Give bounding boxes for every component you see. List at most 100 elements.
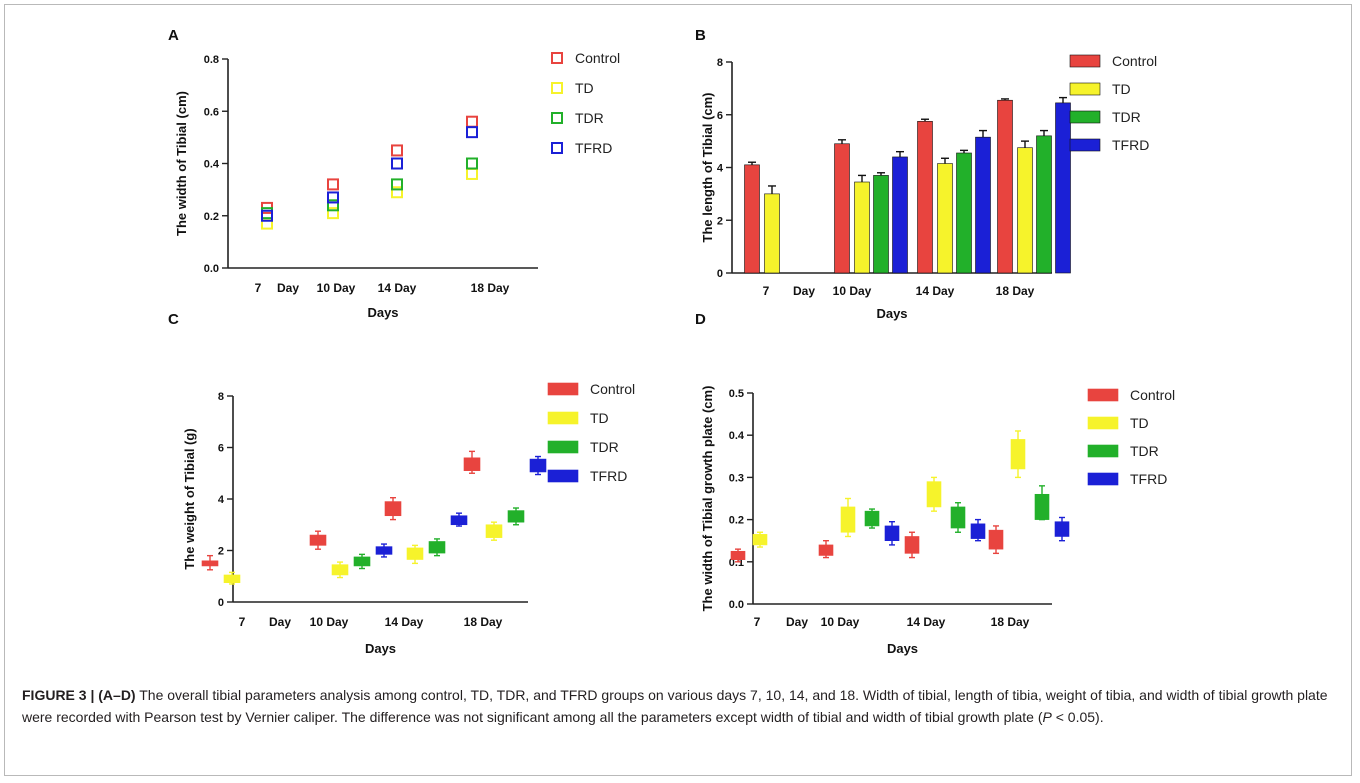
bar-control xyxy=(834,143,850,274)
y-axis-label: The width of Tibial (cm) xyxy=(174,91,189,236)
legend-marker-tdr xyxy=(1069,110,1101,124)
legend-marker-td xyxy=(551,82,563,94)
scatter-point-tfrd xyxy=(391,157,403,170)
legend-label: TD xyxy=(575,80,594,96)
bar-td xyxy=(937,163,953,274)
x-tick-label: 18 Day xyxy=(471,281,510,295)
x-tick-label: 10 Day xyxy=(821,615,860,629)
bar-tfrd xyxy=(1055,102,1071,274)
y-tick-label: 2 xyxy=(218,546,224,558)
bar-control xyxy=(744,164,760,274)
panel-A: A 0.0 0.2 0.4 0.6 0.8 7 Day 10 Day 14 Day 18 Day Da… xyxy=(168,27,620,320)
box-tfrd xyxy=(1054,521,1070,537)
y-tick-label: 4 xyxy=(218,494,225,506)
x-tick-label: 7 xyxy=(763,284,770,298)
legend-label: TFRD xyxy=(1112,137,1149,153)
legend-marker-tfrd xyxy=(1087,472,1119,486)
box-tfrd xyxy=(884,525,900,541)
legend-marker-td xyxy=(1087,416,1119,430)
y-axis-label: The length of Tibial (cm) xyxy=(700,93,715,243)
legend-label: TDR xyxy=(590,439,619,455)
scatter-point-control xyxy=(391,144,403,157)
y-tick-label: 0.4 xyxy=(204,159,220,171)
scatter-point-tdr xyxy=(327,199,339,212)
box-control xyxy=(463,457,481,471)
x-tick-label: 7 xyxy=(255,281,262,295)
scatter-point-control xyxy=(466,115,478,128)
box-tfrd xyxy=(375,546,393,555)
legend-label: TD xyxy=(590,410,609,426)
bar-control xyxy=(917,121,933,274)
x-tick-label: 7 xyxy=(754,615,761,629)
x-tick-label: 10 Day xyxy=(317,281,356,295)
y-tick-label: 0.8 xyxy=(204,54,219,66)
bar-tfrd xyxy=(892,156,908,274)
legend-marker-control xyxy=(551,52,563,64)
y-tick-label: 6 xyxy=(717,110,723,122)
box-tdr xyxy=(353,556,371,567)
scatter-point-tdr xyxy=(466,157,478,170)
legend-label: TD xyxy=(1112,81,1131,97)
y-tick-label: 0.4 xyxy=(729,430,745,442)
box-tfrd xyxy=(529,458,547,473)
bar-td xyxy=(764,193,780,274)
box-td xyxy=(840,506,856,533)
bar-tdr xyxy=(873,175,889,274)
legend-label: TFRD xyxy=(1130,471,1167,487)
x-tick-label: 14 Day xyxy=(385,615,424,629)
figure-panels: A 0.0 0.2 0.4 0.6 0.8 7 Day 10 Day 14 Day 18 Day Da… xyxy=(168,27,1175,656)
box-tfrd xyxy=(450,515,468,526)
x-tick-label: 14 Day xyxy=(907,615,946,629)
legend-marker-tdr xyxy=(1087,444,1119,458)
legend-marker-tdr xyxy=(551,112,563,124)
x-tick-label: 14 Day xyxy=(916,284,955,298)
legend-label: TDR xyxy=(1112,109,1141,125)
scatter-point-tfrd xyxy=(327,191,339,204)
box-control xyxy=(988,529,1004,550)
y-tick-label: 0.0 xyxy=(729,599,744,611)
y-tick-label: 0.6 xyxy=(204,106,219,118)
bar-tfrd xyxy=(975,136,991,274)
box-td xyxy=(1010,439,1026,470)
legend-marker-tfrd xyxy=(551,142,563,154)
y-tick-label: 0 xyxy=(717,268,723,280)
legend-label: TD xyxy=(1130,415,1149,431)
panel-D: D0.00.10.20.30.40.57 Day 10 Day 14 Day 18 Da… xyxy=(695,311,1175,656)
legend-label: TFRD xyxy=(590,468,627,484)
box-tfrd xyxy=(970,523,986,539)
bar-tdr xyxy=(956,152,972,274)
y-tick-label: 0.3 xyxy=(729,472,744,484)
legend-label: Control xyxy=(590,381,635,397)
figure-frame xyxy=(4,4,1352,776)
bar-control xyxy=(997,99,1013,274)
scatter-point-td xyxy=(466,167,478,180)
caption-label: FIGURE 3 | (A–D) xyxy=(22,687,136,703)
legend-label: Control xyxy=(1130,387,1175,403)
box-control xyxy=(201,560,219,567)
panel-label: B xyxy=(695,27,706,44)
panel-C: C 0 2 4 6 8 7 Day 10 Day 14 Day 18 Day Days The weig… xyxy=(168,311,635,656)
y-tick-label: 8 xyxy=(218,391,224,403)
y-tick-label: 0.2 xyxy=(729,515,744,527)
legend-label: TDR xyxy=(1130,443,1159,459)
x-tick-label: 10 Day xyxy=(310,615,349,629)
panel-label: A xyxy=(168,27,179,44)
box-control xyxy=(904,536,920,554)
x-tick-label: 10 Day xyxy=(833,284,872,298)
y-tick-label: 8 xyxy=(717,57,723,69)
x-tick-label: 7 xyxy=(239,615,246,629)
y-axis-label: The width of Tibial growth plate (cm) xyxy=(700,386,715,612)
y-tick-label: 0.2 xyxy=(204,211,219,223)
panel-label: C xyxy=(168,311,179,328)
box-tdr xyxy=(864,510,880,527)
box-td xyxy=(926,481,942,508)
legend-label: TFRD xyxy=(575,140,612,156)
box-tdr xyxy=(1034,493,1050,520)
panel-B: B 0 2 4 6 8 7 Day 10 Day 14 Day 18 Day Days The leng… xyxy=(695,27,1157,321)
box-td xyxy=(406,547,424,560)
caption-text-1: The overall tibial parameters analysis a… xyxy=(22,687,1328,725)
figure-caption: FIGURE 3 | (A–D) The overall tibial para… xyxy=(22,684,1342,728)
legend-marker-td xyxy=(1069,82,1101,96)
box-control xyxy=(309,534,327,546)
y-tick-label: 6 xyxy=(218,443,224,455)
